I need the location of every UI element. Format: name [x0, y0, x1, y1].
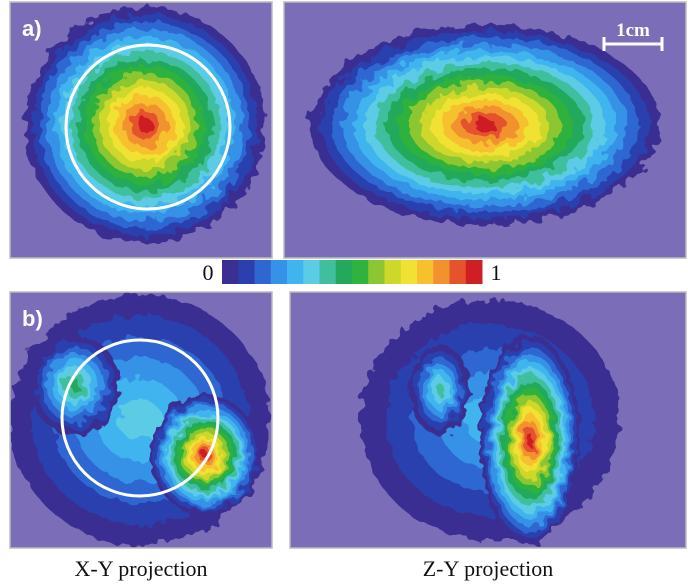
colorbar-swatch [303, 260, 320, 284]
colorbar-swatch [255, 260, 272, 284]
panel-label: a) [22, 16, 42, 41]
colorbar-swatch [271, 260, 288, 284]
colorbar-swatch [466, 260, 483, 284]
colorbar-max: 1 [491, 260, 502, 285]
colorbar [222, 260, 483, 284]
heat-contours [10, 295, 270, 545]
colorbar-swatch [433, 260, 450, 284]
contour [474, 119, 496, 132]
colorbar-swatch [336, 260, 353, 284]
heat-contours [310, 25, 660, 225]
panel-b-zy [290, 292, 686, 548]
caption: X-Y projection [75, 556, 208, 581]
contour [527, 433, 533, 446]
colorbar-swatch [368, 260, 385, 284]
scale-bar-label: 1cm [616, 20, 650, 41]
caption: Z-Y projection [423, 556, 554, 581]
panel-b-xy [10, 292, 272, 548]
colorbar-swatch [401, 260, 418, 284]
panel-a-xy [10, 2, 272, 258]
colorbar-swatch [352, 260, 369, 284]
colorbar-min: 0 [203, 260, 214, 285]
figure: a) b) 1cm 0 1 X-Y projection Z-Y project… [0, 0, 688, 584]
colorbar-swatch [222, 260, 239, 284]
colorbar-swatch [287, 260, 304, 284]
contour [436, 384, 445, 397]
colorbar-swatch [417, 260, 434, 284]
colorbar-swatch [238, 260, 255, 284]
panel-label: b) [22, 306, 43, 331]
contour [138, 118, 153, 133]
colorbar-swatch [385, 260, 402, 284]
colorbar-swatch [320, 260, 337, 284]
colorbar-swatch [450, 260, 467, 284]
